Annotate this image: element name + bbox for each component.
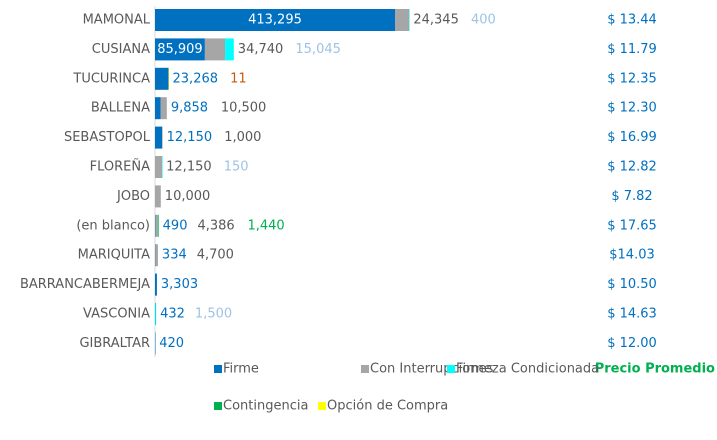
bar xyxy=(155,303,157,325)
bar xyxy=(155,214,158,237)
data-label: 11 xyxy=(230,71,247,86)
data-label: 1,500 xyxy=(195,307,232,322)
data-label: 3,303 xyxy=(161,277,198,292)
bar xyxy=(155,67,169,90)
legend-label: Opción de Compra xyxy=(327,399,448,414)
price-label: $ 10.50 xyxy=(607,277,657,292)
data-label: 12,150 xyxy=(167,130,213,145)
legend-label: Contingencia xyxy=(223,399,308,414)
data-label: 420 xyxy=(159,336,184,351)
price-header: Precio Promedio xyxy=(595,362,715,377)
bar xyxy=(395,9,410,31)
data-label: 413,295 xyxy=(248,13,302,28)
bar xyxy=(204,38,226,61)
bar xyxy=(168,67,170,90)
legend-label: Con Interrupciones xyxy=(370,362,493,377)
data-label: 400 xyxy=(471,13,496,28)
price-label: $ 12.35 xyxy=(607,71,657,86)
bar xyxy=(160,97,167,120)
price-label: $ 12.00 xyxy=(607,336,657,351)
data-label: 34,740 xyxy=(238,42,283,57)
data-label: 15,045 xyxy=(295,42,341,57)
bar xyxy=(225,38,234,61)
data-label: 23,268 xyxy=(173,71,219,86)
bar xyxy=(155,214,156,237)
category-label: (en blanco) xyxy=(76,218,150,233)
bar xyxy=(162,156,163,178)
bar xyxy=(155,273,157,296)
category-label: SEBASTOPOL xyxy=(64,130,151,145)
category-label: MARIQUITA xyxy=(78,248,150,263)
legend-marker xyxy=(361,365,369,373)
legend-marker xyxy=(214,365,222,373)
data-label: 490 xyxy=(163,218,188,233)
data-label: 24,345 xyxy=(413,13,459,28)
price-label: $ 12.30 xyxy=(607,101,657,116)
legend-label: Firme xyxy=(223,362,259,377)
category-label: CUSIANA xyxy=(92,42,150,57)
data-label: 12,150 xyxy=(166,160,212,175)
bar xyxy=(155,38,205,61)
price-label: $ 17.65 xyxy=(607,218,657,233)
data-label: 432 xyxy=(160,307,185,322)
data-label: 1,440 xyxy=(247,218,284,233)
category-label: TUCURINCA xyxy=(72,71,150,86)
bar xyxy=(409,9,410,31)
data-label: 9,858 xyxy=(171,101,208,116)
data-label: 1,000 xyxy=(224,130,261,145)
price-label: $ 12.82 xyxy=(607,160,657,175)
category-label: MAMONAL xyxy=(83,13,151,28)
bar xyxy=(155,303,156,325)
bar xyxy=(155,185,161,208)
legend-marker xyxy=(214,402,222,410)
bar xyxy=(162,126,163,149)
data-label: 10,500 xyxy=(221,101,267,116)
price-label: $ 13.44 xyxy=(607,13,657,28)
price-label: $ 14.63 xyxy=(607,307,657,322)
category-label: GIBRALTAR xyxy=(79,336,150,351)
legend-marker xyxy=(318,402,326,410)
bar xyxy=(155,332,156,355)
data-label: 334 xyxy=(162,248,187,263)
bar xyxy=(155,126,163,149)
data-label: 85,909 xyxy=(157,42,203,57)
legend-label: Firmeza Condicionada xyxy=(456,362,599,377)
data-label: 4,700 xyxy=(197,248,234,263)
bar xyxy=(155,156,163,178)
bar xyxy=(155,9,395,31)
data-label: 4,386 xyxy=(197,218,234,233)
data-label: 10,000 xyxy=(165,189,211,204)
category-label: BARRANCABERMEJA xyxy=(20,277,150,292)
bar xyxy=(157,214,159,237)
category-label: BALLENA xyxy=(91,101,150,116)
category-label: FLOREÑA xyxy=(90,159,150,175)
data-label: 150 xyxy=(224,160,249,175)
price-label: $ 7.82 xyxy=(611,189,652,204)
category-label: VASCONIA xyxy=(83,307,150,322)
bar xyxy=(155,97,161,120)
category-label: JOBO xyxy=(116,189,150,204)
price-label: $ 16.99 xyxy=(607,130,657,145)
legend-marker xyxy=(447,365,455,373)
price-label: $14.03 xyxy=(609,248,655,263)
price-label: $ 11.79 xyxy=(607,42,657,57)
bar xyxy=(155,244,158,267)
